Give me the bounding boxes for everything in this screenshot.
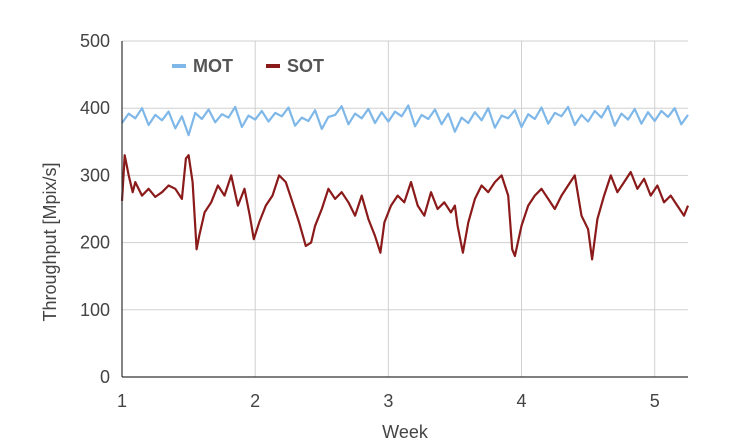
y-tick-label: 100 [80, 300, 110, 320]
tick-labels: 0 100 200 300 400 500 1 2 3 4 5 [80, 31, 660, 411]
x-tick-label: 2 [250, 391, 260, 411]
legend-label-mot: MOT [193, 56, 233, 76]
y-tick-label: 500 [80, 31, 110, 51]
x-tick-label: 5 [650, 391, 660, 411]
legend-label-sot: SOT [287, 56, 324, 76]
plot-series [120, 104, 690, 261]
y-tick-label: 200 [80, 233, 110, 253]
series-line-sot [120, 154, 690, 261]
x-tick-label: 1 [117, 391, 127, 411]
grid-lines [122, 40, 688, 377]
y-tick-label: 300 [80, 165, 110, 185]
x-tick-label: 4 [517, 391, 527, 411]
series-line-mot [121, 104, 689, 137]
y-axis-title: Throughput [Mpix/s] [40, 162, 60, 321]
y-tick-label: 0 [100, 367, 110, 387]
y-tick-label: 400 [80, 98, 110, 118]
legend: MOT SOT [172, 56, 324, 76]
x-tick-label: 3 [383, 391, 393, 411]
x-axis-title: Week [382, 422, 429, 442]
